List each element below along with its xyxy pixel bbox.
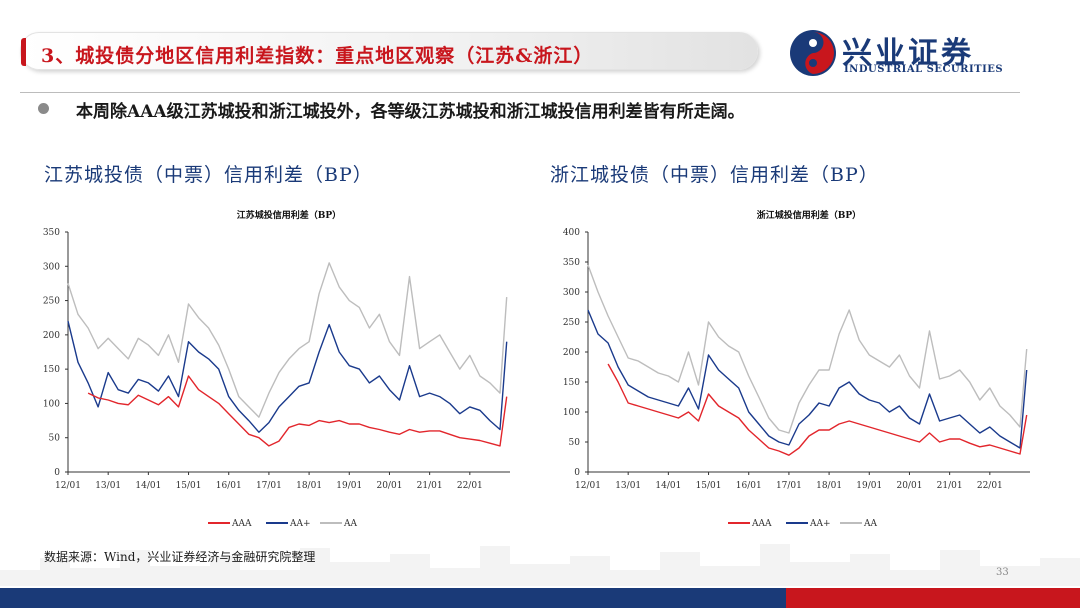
section-title-bar: 3、城投债分地区信用利差指数：重点地区观察（江苏&浙江） [20, 32, 758, 70]
summary-bullet: 本周除AAA级江苏城投和浙江城投外，各等级江苏城投和浙江城投信用利差皆有所走阔。 [76, 102, 745, 122]
footer-bar-red [786, 588, 1080, 608]
panel-title-jiangsu: 江苏城投债（中票）信用利差（BP） [44, 164, 373, 186]
legend-label: AA [343, 519, 357, 529]
section-title: 3、城投债分地区信用利差指数：重点地区观察（江苏&浙江） [41, 45, 594, 67]
y-tick-label: 250 [43, 297, 60, 307]
y-tick-label: 300 [43, 262, 60, 272]
y-tick-label: 50 [569, 438, 581, 448]
city-skyline-watermark [0, 544, 1080, 586]
company-logo: 兴业证券 INDUSTRIAL SECURITIES [788, 26, 1018, 80]
x-tick-label: 21/01 [937, 481, 963, 491]
x-tick-label: 12/01 [575, 481, 601, 491]
y-tick-label: 350 [563, 258, 580, 268]
bullet-dot-icon [38, 103, 49, 114]
y-tick-label: 150 [43, 365, 60, 375]
x-tick-label: 18/01 [816, 481, 842, 491]
logo-chinese-name: 兴业证券 [842, 36, 974, 71]
y-tick-label: 200 [563, 348, 580, 358]
panel-title-zhejiang: 浙江城投债（中票）信用利差（BP） [550, 164, 879, 186]
x-tick-label: 13/01 [95, 481, 121, 491]
series-line-aaa [87, 375, 508, 447]
y-tick-label: 200 [43, 331, 60, 341]
x-tick-label: 18/01 [296, 481, 322, 491]
x-tick-label: 21/01 [417, 481, 443, 491]
x-tick-label: 20/01 [896, 481, 922, 491]
x-tick-label: 19/01 [856, 481, 882, 491]
y-tick-label: 100 [43, 399, 60, 409]
title-accent [21, 38, 26, 66]
x-tick-label: 12/01 [55, 481, 81, 491]
header-divider [20, 92, 1020, 93]
series-line-aa [587, 264, 1028, 434]
logo-english-name: INDUSTRIAL SECURITIES [844, 64, 1004, 75]
x-tick-label: 22/01 [457, 481, 483, 491]
legend-label: AA+ [809, 519, 831, 529]
x-tick-label: 19/01 [336, 481, 362, 491]
chart-title: 浙江城投信用利差（BP） [757, 209, 861, 221]
y-tick-label: 150 [563, 378, 580, 388]
jiangsu-spread-chart: 江苏城投信用利差（BP） 0 50 100 150 200 250 300 350 12/01 13… [43, 209, 510, 529]
series-line-aaplus [587, 309, 1028, 449]
x-tick-label: 16/01 [736, 481, 762, 491]
legend-label: AA [863, 519, 877, 529]
x-tick-label: 17/01 [776, 481, 802, 491]
data-source-note: 数据来源：Wind，兴业证券经济与金融研究院整理 [44, 550, 316, 564]
x-tick-label: 14/01 [135, 481, 161, 491]
page-number: 33 [996, 567, 1009, 578]
legend-label: AAA [751, 519, 772, 529]
legend-label: AAA [231, 519, 252, 529]
y-tick-label: 300 [563, 288, 580, 298]
y-tick-label: 350 [43, 228, 60, 238]
series-line-aaa [607, 363, 1028, 456]
logo-mark-icon [790, 30, 836, 76]
y-tick-label: 250 [563, 318, 580, 328]
zhejiang-spread-chart: 浙江城投信用利差（BP） 0 50 100 150 200 250 300 350 400 12/0… [563, 209, 1030, 529]
x-tick-label: 17/01 [256, 481, 282, 491]
legend-label: AA+ [289, 519, 311, 529]
y-tick-label: 0 [54, 468, 60, 478]
series-line-aaplus [67, 320, 508, 433]
footer-bar-blue [0, 588, 786, 608]
y-tick-label: 100 [563, 408, 580, 418]
y-tick-label: 0 [574, 468, 580, 478]
x-tick-label: 16/01 [216, 481, 242, 491]
y-tick-label: 400 [563, 228, 580, 238]
x-tick-label: 14/01 [655, 481, 681, 491]
x-tick-label: 20/01 [376, 481, 402, 491]
y-tick-label: 50 [49, 434, 61, 444]
x-tick-label: 15/01 [696, 481, 722, 491]
series-line-aa [67, 262, 508, 418]
x-tick-label: 22/01 [977, 481, 1003, 491]
chart-title: 江苏城投信用利差（BP） [237, 209, 341, 221]
x-tick-label: 15/01 [176, 481, 202, 491]
x-tick-label: 13/01 [615, 481, 641, 491]
